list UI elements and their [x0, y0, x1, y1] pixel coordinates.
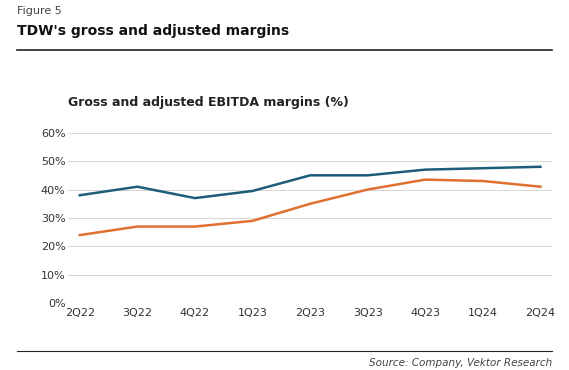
- Text: Figure 5: Figure 5: [17, 6, 62, 16]
- Text: Gross and adjusted EBITDA margins (%): Gross and adjusted EBITDA margins (%): [68, 96, 349, 109]
- Text: Source: Company, Vektor Research: Source: Company, Vektor Research: [369, 358, 552, 368]
- Text: TDW's gross and adjusted margins: TDW's gross and adjusted margins: [17, 24, 289, 38]
- Legend: Gross margin, Adjusted EBITDA margin: Gross margin, Adjusted EBITDA margin: [161, 368, 459, 370]
